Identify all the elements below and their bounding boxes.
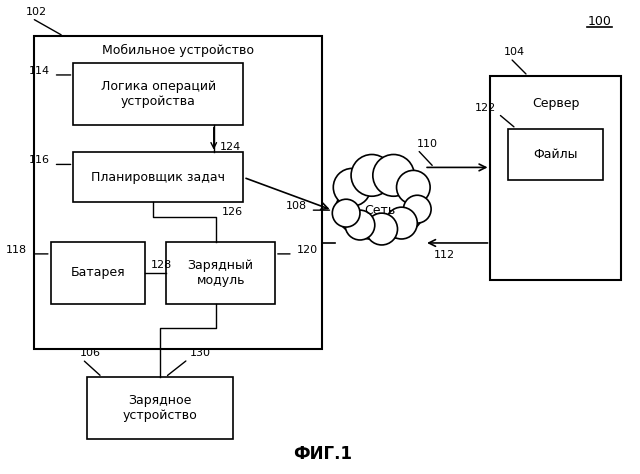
Text: Мобильное устройство: Мобильное устройство: [102, 44, 254, 56]
Circle shape: [397, 170, 430, 204]
Text: 102: 102: [26, 7, 47, 18]
Text: 108: 108: [285, 201, 307, 211]
Circle shape: [332, 199, 360, 227]
Circle shape: [386, 207, 417, 239]
Circle shape: [345, 210, 375, 240]
Text: Файлы: Файлы: [533, 148, 578, 161]
Circle shape: [373, 155, 414, 196]
Bar: [51, 242, 145, 304]
Text: 116: 116: [29, 155, 50, 165]
Bar: [508, 128, 603, 180]
Text: Логика операций
устройства: Логика операций устройства: [101, 80, 216, 108]
Circle shape: [333, 168, 371, 206]
Bar: [87, 377, 234, 439]
Text: Зарядное
устройство: Зарядное устройство: [123, 394, 198, 422]
Text: Сеть: Сеть: [364, 204, 396, 217]
Circle shape: [351, 155, 392, 196]
Text: Планировщик задач: Планировщик задач: [92, 171, 225, 184]
Text: Сервер: Сервер: [532, 97, 579, 110]
Text: 114: 114: [29, 66, 50, 76]
Text: 100: 100: [588, 15, 611, 28]
Text: 104: 104: [504, 47, 525, 57]
Bar: [166, 242, 275, 304]
Circle shape: [403, 195, 431, 223]
Text: 130: 130: [190, 348, 211, 358]
Text: 106: 106: [79, 348, 100, 358]
Text: 110: 110: [417, 138, 438, 148]
Text: 126: 126: [221, 207, 243, 217]
Text: 124: 124: [220, 142, 241, 152]
Text: 128: 128: [150, 260, 172, 270]
Ellipse shape: [335, 180, 424, 240]
Text: 112: 112: [434, 250, 455, 260]
Text: 120: 120: [297, 245, 318, 255]
Text: ФИГ.1: ФИГ.1: [293, 445, 352, 463]
Text: 118: 118: [6, 245, 27, 255]
Circle shape: [366, 213, 397, 245]
Bar: [490, 76, 621, 280]
Bar: [74, 153, 243, 202]
Bar: [74, 63, 243, 125]
Text: 122: 122: [475, 103, 497, 113]
Text: Батарея: Батарея: [70, 266, 125, 279]
Text: Зарядный
модуль: Зарядный модуль: [188, 259, 253, 287]
Bar: [34, 36, 323, 349]
